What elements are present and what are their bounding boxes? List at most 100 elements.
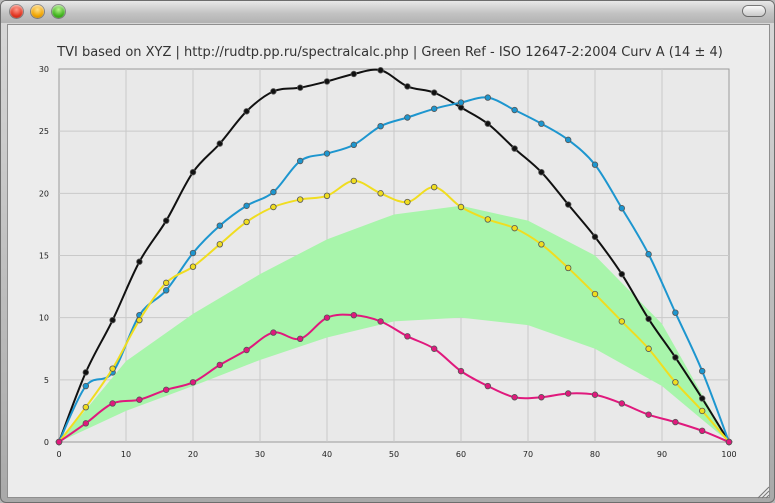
series-point-3 (725, 438, 733, 446)
series-point-3 (538, 394, 545, 401)
series-point-3 (82, 420, 89, 427)
tolerance-band (59, 205, 729, 442)
series-point-3 (377, 318, 384, 325)
series-point-2 (538, 241, 545, 248)
series-point-0 (243, 108, 250, 115)
series-point-0 (297, 84, 304, 91)
series-point-2 (350, 177, 357, 185)
series-point-2 (243, 218, 250, 226)
series-point-1 (511, 106, 518, 114)
series-point-2 (377, 190, 384, 197)
series-point-1 (591, 161, 599, 168)
series-point-1 (699, 367, 706, 375)
series-point-3 (162, 386, 170, 393)
series-point-3 (511, 394, 518, 401)
series-point-3 (457, 367, 465, 375)
y-tick-label: 20 (39, 189, 49, 198)
x-tick-label: 0 (56, 450, 61, 459)
series-point-3 (216, 361, 223, 369)
series-point-0 (431, 89, 438, 96)
close-button[interactable] (10, 5, 23, 18)
series-point-1 (270, 188, 277, 196)
y-tick-label: 30 (39, 65, 49, 74)
series-point-1 (484, 94, 491, 101)
series-point-0 (672, 354, 679, 361)
y-tick-label: 5 (44, 376, 49, 385)
series-point-2 (591, 290, 599, 298)
chart-panel: TVI based on XYZ | http://rudtp.pp.ru/sp… (7, 24, 770, 498)
series-point-0 (511, 145, 518, 152)
minimize-button[interactable] (31, 5, 44, 18)
series-point-0 (270, 88, 277, 95)
series-point-3 (645, 411, 652, 418)
series-point-0 (350, 70, 357, 78)
x-tick-label: 40 (322, 450, 332, 459)
series-point-3 (350, 311, 357, 319)
x-tick-label: 10 (121, 450, 131, 459)
zoom-button[interactable] (52, 5, 65, 18)
resize-grip-icon[interactable] (756, 485, 770, 499)
series-point-2 (82, 403, 89, 411)
series-point-2 (136, 316, 143, 324)
series-point-0 (377, 67, 384, 74)
series-point-2 (109, 365, 116, 372)
series-point-3 (699, 427, 706, 435)
x-tick-label: 60 (456, 450, 466, 459)
y-tick-label: 25 (39, 127, 49, 136)
toolbar-toggle-button[interactable] (743, 6, 765, 16)
series-point-1 (243, 202, 250, 209)
series-point-2 (672, 379, 679, 386)
series-point-2 (565, 264, 572, 272)
series-point-3 (189, 379, 197, 386)
x-tick-label: 20 (188, 450, 198, 459)
window-titlebar[interactable] (1, 1, 774, 23)
plot-area: 0 10 20 30 40 50 60 70 80 90 100 0 5 10 15 20 25 30 (39, 65, 737, 459)
series-point-1 (645, 251, 652, 258)
y-tick-label: 10 (39, 314, 49, 323)
chart: TVI based on XYZ | http://rudtp.pp.ru/sp… (39, 45, 737, 459)
series-point-2 (162, 279, 170, 287)
series-point-3 (431, 345, 438, 352)
chart-title: TVI based on XYZ | http://rudtp.pp.ru/sp… (56, 45, 723, 60)
y-tick-label: 0 (44, 438, 49, 447)
series-point-1 (404, 114, 411, 121)
series-point-0 (645, 315, 652, 323)
series-point-0 (82, 369, 89, 376)
x-tick-label: 100 (721, 450, 736, 459)
series-point-1 (323, 150, 331, 157)
series-point-1 (162, 287, 170, 294)
series-point-3 (297, 335, 304, 343)
series-point-3 (618, 400, 625, 407)
series-point-2 (431, 183, 438, 191)
series-point-0 (618, 270, 625, 278)
series-point-3 (404, 333, 411, 340)
series-point-1 (82, 382, 89, 390)
series-point-3 (323, 314, 331, 321)
series-point-0 (404, 83, 411, 90)
series-point-1 (297, 157, 304, 165)
series-point-2 (484, 216, 491, 223)
y-tick-label: 15 (39, 252, 49, 261)
series-point-2 (457, 203, 465, 211)
series-point-0 (565, 201, 572, 208)
series-point-1 (431, 105, 438, 112)
series-point-3 (243, 346, 250, 354)
series-point-1 (672, 309, 679, 316)
series-point-2 (189, 263, 197, 270)
series-point-3 (270, 329, 277, 336)
series-point-1 (457, 99, 465, 106)
series-point-2 (699, 407, 706, 415)
series-point-2 (618, 318, 625, 325)
series-point-1 (538, 120, 545, 127)
series-point-1 (565, 136, 572, 144)
series-point-3 (484, 382, 491, 390)
series-point-0 (189, 168, 197, 176)
x-tick-label: 80 (590, 450, 600, 459)
series-point-2 (216, 241, 223, 248)
series-point-0 (216, 140, 223, 147)
series-point-2 (297, 196, 304, 203)
x-tick-label: 90 (657, 450, 667, 459)
series-point-0 (699, 395, 706, 402)
series-point-0 (591, 233, 599, 241)
series-point-0 (136, 258, 143, 265)
